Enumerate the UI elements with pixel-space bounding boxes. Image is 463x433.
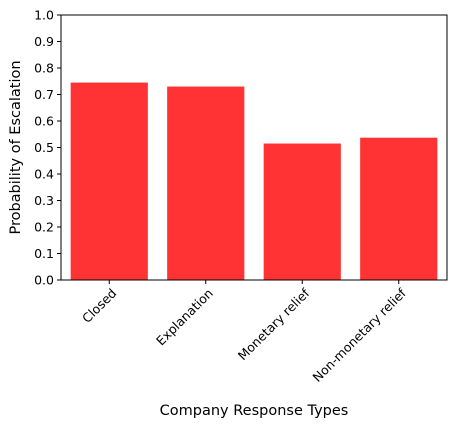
y-tick-label: 0.0 (34, 273, 54, 288)
bar-explanation (167, 86, 245, 280)
x-tick-label: Explanation (153, 286, 216, 349)
bar-closed (70, 82, 148, 280)
bars-layer (70, 82, 438, 280)
plot-frame (60, 14, 448, 281)
x-axis-ticks: Closed Explanation Monetary reliefNon-mone… (79, 280, 409, 385)
x-axis-title: Company Response Types (160, 403, 349, 419)
x-tick-label: Monetary relief (235, 285, 313, 363)
y-axis-ticks: 0.0 0.1 0.2 0.3 0.4 0.5 0.6 0.7 0.8 0.9 1.0 (34, 8, 61, 288)
x-tick-label: Closed (79, 286, 119, 326)
y-tick-label: 0.5 (34, 140, 54, 155)
y-tick-label: 0.7 (34, 87, 54, 102)
y-tick-label: 0.3 (34, 193, 54, 208)
y-tick-label: 0.6 (34, 114, 54, 129)
y-tick-label: 0.8 (34, 61, 54, 76)
y-tick-label: 1.0 (34, 8, 54, 23)
bar-non-monetary-relief (360, 137, 438, 280)
bar-monetary-relief (263, 143, 341, 280)
y-tick-label: 0.4 (34, 167, 54, 182)
y-tick-label: 0.9 (34, 34, 54, 49)
y-axis-title: Probability of Escalation (8, 60, 24, 234)
y-tick-label: 0.2 (34, 220, 54, 235)
y-tick-label: 0.1 (34, 246, 54, 261)
x-tick-label: Non-monetary relief (310, 285, 410, 385)
